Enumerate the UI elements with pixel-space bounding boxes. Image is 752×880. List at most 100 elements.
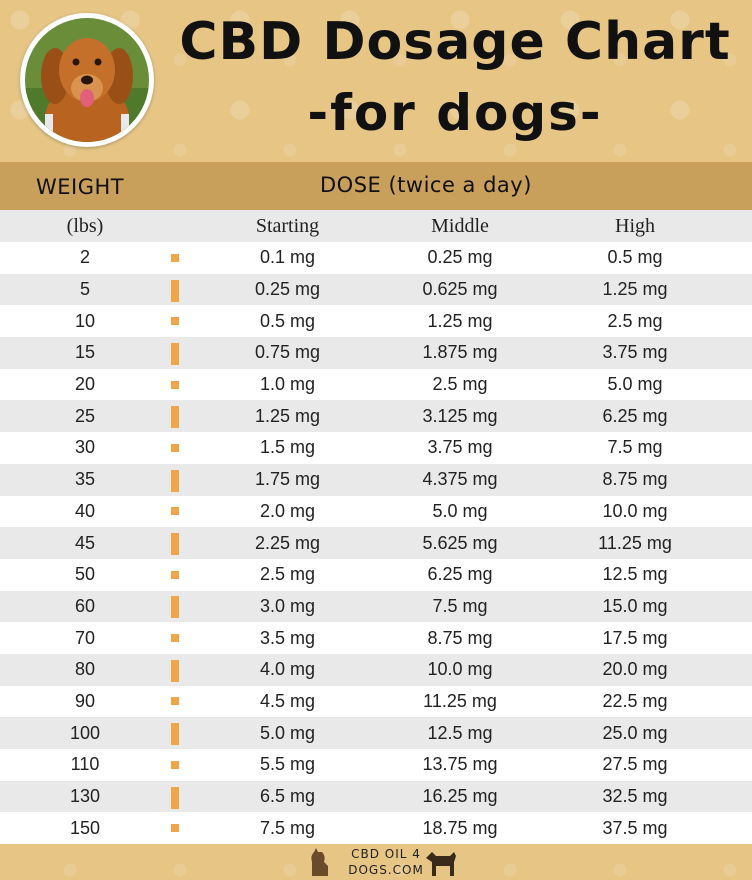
- weight-header: WEIGHT: [36, 175, 125, 199]
- row-bullet: [171, 317, 179, 326]
- high-dose-cell: 0.5 mg: [607, 247, 663, 268]
- row-bullet: [171, 293, 179, 302]
- table-row: 100 5.0 mg 12.5 mg 25.0 mg: [0, 717, 752, 749]
- starting-dose-cell: 3.5 mg: [259, 627, 316, 648]
- row-bullet: [171, 547, 179, 556]
- row-bullet: [171, 483, 179, 492]
- weight-cell: 90: [74, 690, 96, 711]
- table-row: 25 1.25 mg 3.125 mg 6.25 mg: [0, 400, 752, 433]
- page-subtitle: -for dogs-: [307, 84, 603, 142]
- high-dose-cell: 3.75 mg: [602, 342, 668, 363]
- weight-cell: 100: [69, 722, 101, 743]
- table-row: 2 0.1 mg 0.25 mg 0.5 mg: [0, 242, 752, 274]
- weight-cell: 150: [69, 817, 101, 838]
- starting-dose-cell: 4.5 mg: [259, 690, 316, 711]
- starting-dose-cell: 1.5 mg: [259, 437, 316, 458]
- middle-dose-cell: 3.125 mg: [422, 405, 498, 426]
- table-row: 35 1.75 mg 4.375 mg 8.75 mg: [0, 463, 752, 496]
- high-dose-cell: 5.0 mg: [607, 374, 663, 395]
- high-dose-cell: 2.5 mg: [607, 310, 663, 331]
- table-row: 110 5.5 mg 13.75 mg 27.5 mg: [0, 749, 752, 781]
- high-header: High: [615, 214, 655, 237]
- starting-dose-cell: 2.0 mg: [259, 500, 316, 521]
- row-bullet: [171, 253, 179, 262]
- sitting-dog-icon: [311, 848, 328, 876]
- dosage-table: (lbs) Starting Middle High 2 0.1 mg 0.25 m…: [0, 210, 752, 845]
- row-bullet: [171, 279, 179, 288]
- starting-dose-cell: 0.5 mg: [259, 310, 316, 331]
- standing-dog-icon: [426, 852, 456, 876]
- high-dose-cell: 10.0 mg: [602, 500, 668, 521]
- weight-cell: 35: [74, 469, 96, 490]
- table-row: 15 0.75 mg 1.875 mg 3.75 mg: [0, 337, 752, 369]
- starting-header: Starting: [255, 214, 320, 237]
- starting-dose-cell: 0.25 mg: [254, 279, 321, 300]
- brand-line-1: CBD OIL 4: [351, 847, 421, 861]
- middle-dose-cell: 16.25 mg: [422, 786, 498, 807]
- table-header-band: [0, 162, 752, 210]
- starting-dose-cell: 5.0 mg: [259, 722, 316, 743]
- middle-dose-cell: 12.5 mg: [427, 722, 493, 743]
- row-bullet: [171, 634, 179, 643]
- row-bullet: [171, 475, 179, 484]
- middle-dose-cell: 6.25 mg: [427, 564, 493, 585]
- weight-unit-header: (lbs): [66, 214, 104, 237]
- row-bullet: [171, 792, 179, 801]
- row-bullet: [171, 539, 179, 548]
- page-title: CBD Dosage Chart: [179, 12, 731, 72]
- row-bullet: [171, 786, 179, 795]
- table-row: 45 2.25 mg 5.625 mg 11.25 mg: [0, 527, 752, 559]
- row-bullet: [171, 412, 179, 421]
- weight-cell: 70: [74, 627, 96, 648]
- middle-dose-cell: 1.25 mg: [427, 310, 493, 331]
- row-bullet: [171, 737, 179, 746]
- row-bullet: [171, 596, 179, 605]
- weight-cell: 30: [74, 437, 96, 458]
- row-bullet: [171, 673, 179, 682]
- weight-cell: 5: [79, 279, 90, 300]
- weight-cell: 110: [70, 754, 100, 775]
- brand-logo-text: CBD OIL 4 DOGS.COM: [316, 844, 456, 880]
- table-row: 10 0.5 mg 1.25 mg 2.5 mg: [0, 305, 752, 338]
- table-row: 60 3.0 mg 7.5 mg 15.0 mg: [0, 590, 752, 623]
- row-bullet: [171, 697, 179, 706]
- starting-dose-cell: 6.5 mg: [259, 786, 316, 807]
- high-dose-cell: 17.5 mg: [602, 627, 668, 648]
- starting-dose-cell: 4.0 mg: [259, 659, 316, 680]
- page-header: CBD Dosage Chart -for dogs-: [0, 0, 752, 160]
- starting-dose-cell: 0.75 mg: [254, 342, 321, 363]
- weight-cell: 10: [74, 310, 96, 331]
- high-dose-cell: 27.5 mg: [602, 754, 668, 775]
- row-bullet: [171, 665, 179, 674]
- table-row: 130 6.5 mg 16.25 mg 32.5 mg: [0, 780, 752, 813]
- weight-cell: 50: [74, 564, 96, 585]
- high-dose-cell: 11.25 mg: [598, 532, 672, 553]
- high-dose-cell: 15.0 mg: [602, 595, 668, 616]
- row-bullet: [171, 729, 179, 738]
- table-row: 80 4.0 mg 10.0 mg 20.0 mg: [0, 653, 752, 686]
- middle-dose-cell: 0.625 mg: [422, 279, 498, 300]
- row-bullet: [171, 406, 179, 415]
- table-row: 30 1.5 mg 3.75 mg 7.5 mg: [0, 432, 752, 464]
- starting-dose-cell: 0.1 mg: [259, 247, 316, 268]
- high-dose-cell: 37.5 mg: [602, 817, 668, 838]
- middle-dose-cell: 4.375 mg: [422, 469, 498, 490]
- middle-header: Middle: [431, 214, 489, 237]
- weight-cell: 45: [74, 532, 96, 553]
- row-bullet: [171, 824, 179, 833]
- middle-dose-cell: 3.75 mg: [427, 437, 493, 458]
- starting-dose-cell: 5.5 mg: [259, 754, 316, 775]
- starting-dose-cell: 7.5 mg: [259, 817, 316, 838]
- weight-cell: 15: [74, 342, 96, 363]
- middle-dose-cell: 5.0 mg: [432, 500, 488, 521]
- weight-cell: 80: [74, 659, 96, 680]
- row-bullet: [171, 507, 179, 516]
- middle-dose-cell: 8.75 mg: [427, 627, 493, 648]
- table-row: 50 2.5 mg 6.25 mg 12.5 mg: [0, 558, 752, 591]
- dog-photo: [20, 13, 154, 147]
- golden-retriever-icon: [25, 18, 149, 142]
- starting-dose-cell: 1.75 mg: [254, 469, 321, 490]
- starting-dose-cell: 2.5 mg: [259, 564, 316, 585]
- middle-dose-cell: 11.25 mg: [423, 690, 497, 711]
- starting-dose-cell: 3.0 mg: [259, 595, 316, 616]
